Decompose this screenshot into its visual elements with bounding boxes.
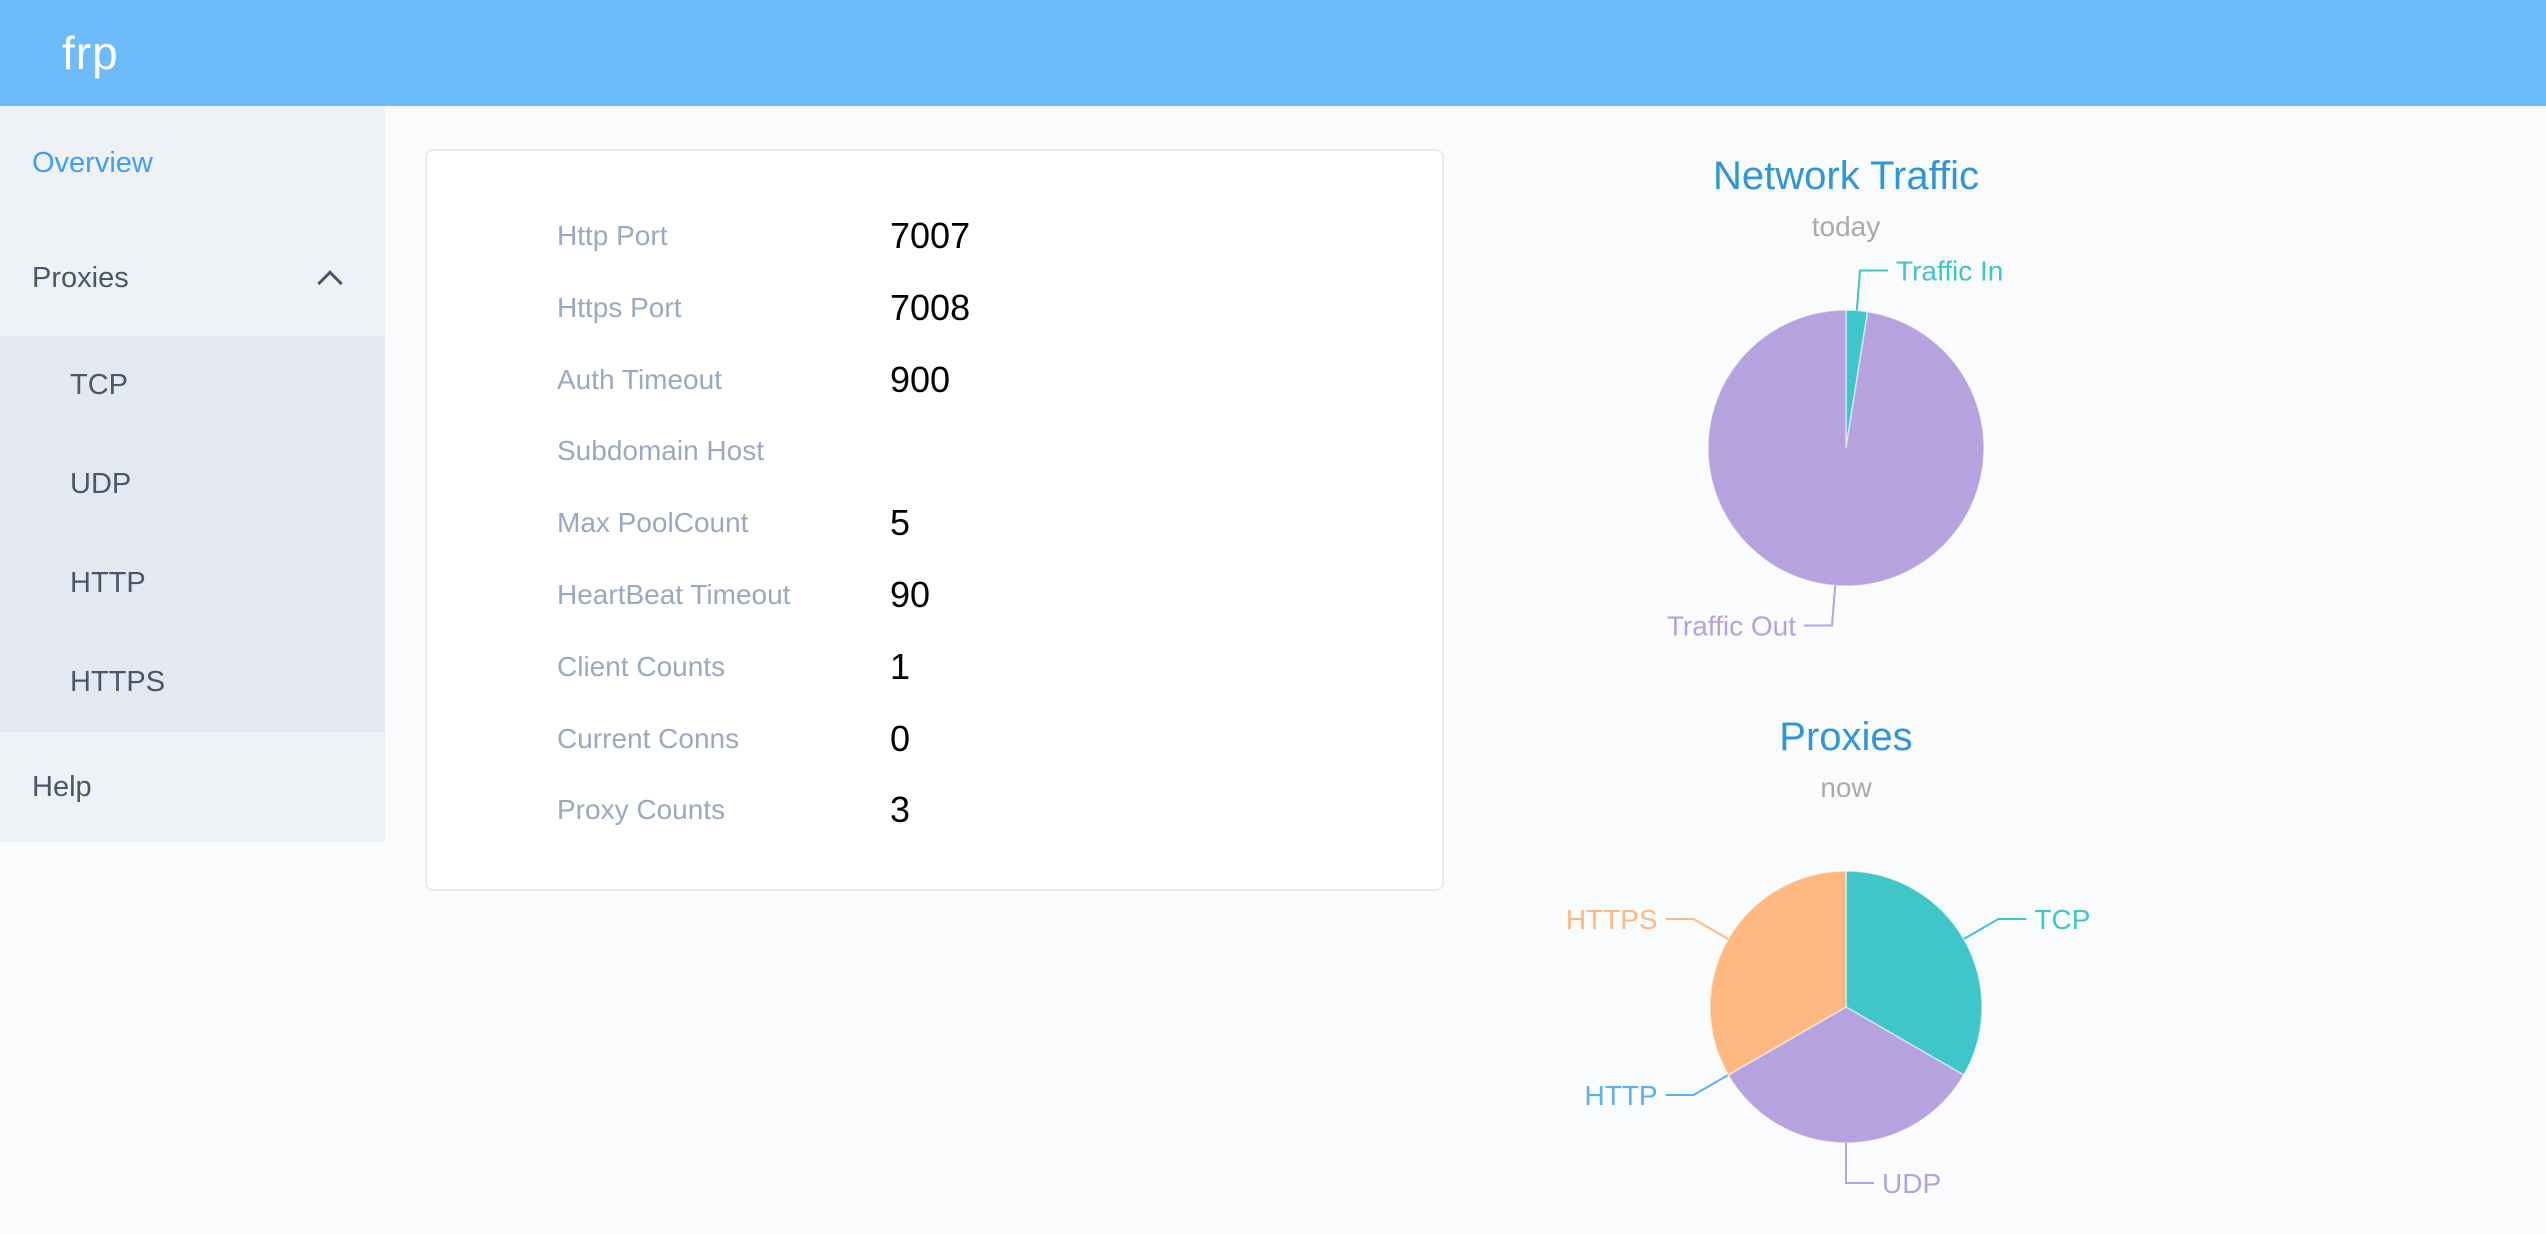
config-value: 7008 <box>890 286 971 328</box>
config-label: Max PoolCount <box>557 507 749 539</box>
pie-label-line-https <box>1665 918 1729 940</box>
config-row-auth-timeout: Auth Timeout 900 <box>427 358 1442 402</box>
pie-label-line-udp <box>1845 1143 1874 1184</box>
proxies-chart-subtitle: now <box>1820 772 1872 803</box>
config-label: Current Conns <box>557 722 740 754</box>
sidebar-item-udp[interactable]: UDP <box>70 468 132 500</box>
pie-label-line-traffic-in <box>1855 269 1888 311</box>
pie-label-line-traffic-out <box>1804 585 1837 627</box>
config-row-current-conns: Current Conns 0 <box>427 717 1442 761</box>
sidebar-item-tcp[interactable]: TCP <box>70 369 128 401</box>
config-label: Https Port <box>557 291 682 323</box>
app-logo: frp <box>62 27 119 79</box>
config-label: Client Counts <box>557 650 726 682</box>
config-value: 3 <box>890 789 911 831</box>
pie-label-https: HTTPS <box>1566 904 1658 935</box>
sidebar-item-overview[interactable]: Overview <box>32 147 153 179</box>
config-value: 5 <box>890 502 911 544</box>
pie-label-traffic-out: Traffic Out <box>1667 610 1796 641</box>
config-row-heartbeat-timeout: HeartBeat Timeout 90 <box>427 573 1442 617</box>
network-traffic-chart-title: Network Traffic <box>1713 154 1979 198</box>
network-traffic-chart-subtitle: today <box>1811 211 1881 242</box>
pie-label-udp: UDP <box>1882 1168 1941 1199</box>
config-value: 900 <box>890 358 951 400</box>
config-value: 7007 <box>890 215 971 256</box>
config-row-client-counts: Client Counts 1 <box>427 645 1442 689</box>
config-row-https-port: Https Port 7008 <box>427 286 1442 330</box>
config-value: 1 <box>890 645 911 687</box>
proxies-chart-title: Proxies <box>1779 715 1913 759</box>
sidebar-item-help[interactable]: Help <box>32 771 92 803</box>
proxies-submenu: TCP UDP HTTP HTTPS <box>0 336 385 732</box>
config-row-subdomain-host: Subdomain Host <box>427 429 1442 473</box>
config-label: HeartBeat Timeout <box>557 579 791 610</box>
sidebar: Overview Proxies TCP UDP HTTP HTTPS Help <box>0 106 385 842</box>
pie-slice-traffic-out[interactable] <box>1707 309 1985 587</box>
pie-label-traffic-in: Traffic In <box>1896 255 2003 286</box>
pie-slice-tcp[interactable] <box>1845 870 1983 1077</box>
config-label: Subdomain Host <box>557 435 765 467</box>
pie-label-http: HTTP <box>1584 1080 1657 1111</box>
sidebar-item-proxies[interactable]: Proxies <box>0 221 385 336</box>
config-label: Http Port <box>557 220 668 251</box>
sidebar-item-http[interactable]: HTTP <box>70 567 146 599</box>
config-row-max-poolcount: Max PoolCount 5 <box>427 501 1442 545</box>
proxies-pie: TCP UDP HTTP HTTPS <box>1566 870 2090 1199</box>
server-config-panel: Http Port 7007 Https Port 7008 Auth Timeout 9… <box>425 149 1444 891</box>
header: frp <box>0 0 2546 106</box>
pie-slice-https[interactable] <box>1709 870 1847 1077</box>
config-label: Proxy Counts <box>557 794 726 826</box>
pie-label-line-http <box>1665 1074 1729 1096</box>
pie-label-line-tcp <box>1963 918 2027 940</box>
config-row-proxy-counts: Proxy Counts 3 <box>427 788 1442 832</box>
network-traffic-pie: Traffic In Traffic Out <box>1667 255 2004 641</box>
config-row-http-port: Http Port 7007 <box>427 214 1442 258</box>
config-value: 0 <box>890 717 911 759</box>
pie-label-tcp: TCP <box>2034 904 2090 935</box>
config-value: 90 <box>890 574 931 615</box>
sidebar-item-proxies-label: Proxies <box>32 262 129 294</box>
config-label: Auth Timeout <box>557 363 722 395</box>
sidebar-item-https[interactable]: HTTPS <box>70 666 166 698</box>
